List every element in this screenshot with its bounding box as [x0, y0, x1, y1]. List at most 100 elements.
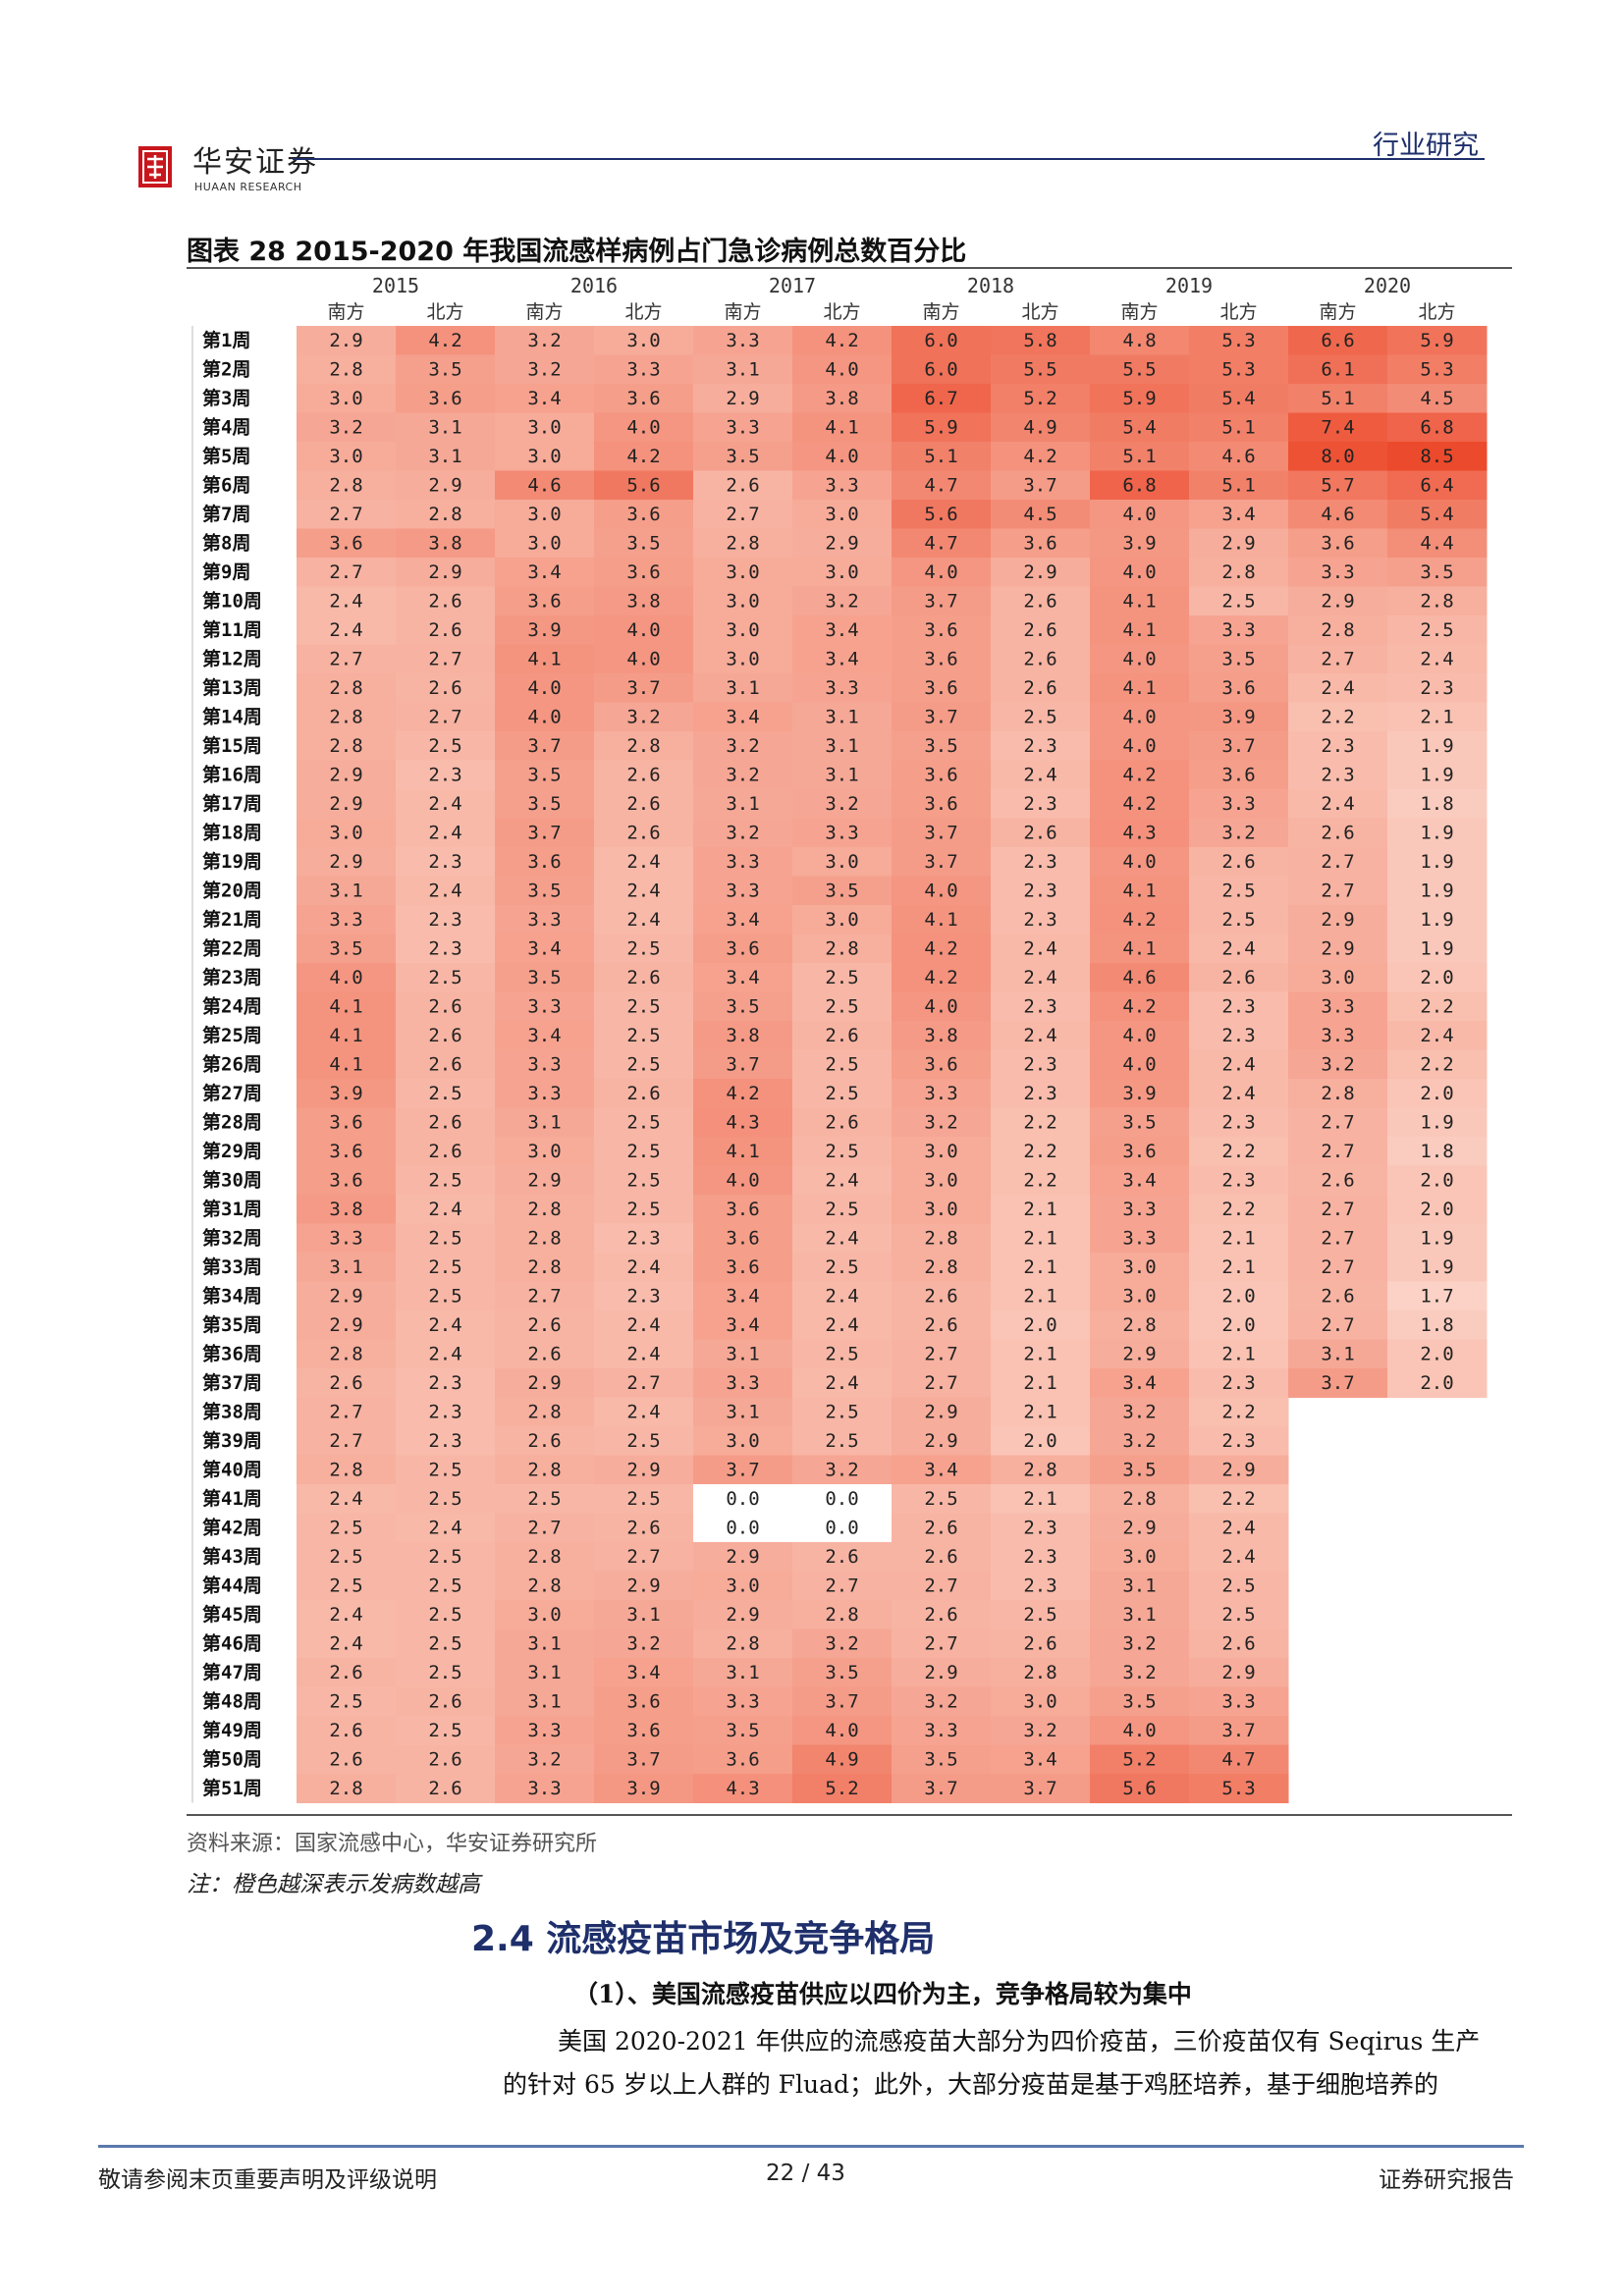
cell-value: 2.4: [1023, 938, 1056, 960]
cell-value: 2.9: [1321, 909, 1354, 931]
heatmap-cell: [495, 1426, 595, 1456]
heatmap-chart: 2015 南方 北方 2016 南方 北方 2017 南方 北方 2018 南方 北方 2019 南方 北方…: [191, 274, 1488, 1803]
cell-value: 3.3: [527, 1720, 561, 1741]
heatmap-cell: [1090, 1165, 1190, 1196]
cell-value: 2.5: [428, 1256, 461, 1278]
heatmap-cell: [1288, 1223, 1388, 1254]
heatmap-cell: [892, 1716, 992, 1745]
cell-value: 2.1: [1023, 1372, 1056, 1394]
heatmap-cell: [1090, 1744, 1190, 1775]
heatmap-cell: [792, 1426, 893, 1456]
cell-value: 2.4: [428, 793, 461, 815]
cell-value: 3.4: [527, 561, 561, 583]
cell-value: 2.7: [329, 649, 362, 670]
cell-value: 2.6: [428, 1749, 461, 1771]
heatmap-cell: [396, 1513, 496, 1543]
heatmap-cell: [1387, 644, 1488, 674]
cell-value: 3.1: [527, 1662, 561, 1683]
heatmap-cell: [693, 1571, 793, 1601]
heatmap-cell: [396, 1079, 496, 1108]
cell-value: 2.7: [924, 1633, 957, 1655]
heatmap-cell: [594, 905, 694, 934]
cell-value: 2.6: [1023, 1633, 1056, 1655]
cell-value: 3.0: [825, 561, 858, 583]
cell-value: 3.3: [825, 823, 858, 844]
cell-value: 3.0: [924, 1141, 957, 1162]
cell-value: 2.9: [1122, 1518, 1156, 1539]
heatmap-cell: [1288, 1107, 1388, 1138]
cell-value: 2.4: [825, 1228, 858, 1250]
heatmap-cell: [1387, 702, 1488, 732]
cell-value: 3.4: [527, 938, 561, 960]
cell-value: 3.3: [527, 996, 561, 1018]
heatmap-cell: [1090, 558, 1190, 587]
cell-value: 3.0: [329, 823, 362, 844]
heatmap-cell: [991, 1629, 1091, 1659]
cell-value: 3.3: [1122, 1228, 1156, 1250]
heatmap-cell: [792, 1223, 893, 1254]
cell-value: 2.5: [329, 1691, 362, 1713]
heatmap-cell: [594, 963, 694, 992]
cell-value: 2.3: [1221, 1025, 1255, 1046]
cell-value: 2.6: [726, 475, 759, 497]
cell-value: 3.8: [726, 1025, 759, 1046]
week-label: 第26周: [202, 1053, 262, 1076]
heatmap-cell: [297, 1571, 397, 1601]
heatmap-cell: [396, 1542, 496, 1572]
figure-top-rule: [187, 267, 1512, 269]
cell-value: 3.6: [329, 1141, 362, 1162]
cell-value: 2.5: [428, 1170, 461, 1192]
cell-value: 3.5: [527, 765, 561, 786]
cell-value: 5.3: [1420, 359, 1453, 381]
heatmap-cell: [693, 615, 793, 645]
heatmap-cell: [991, 1397, 1091, 1427]
heatmap-cell: [792, 1542, 893, 1572]
cell-value: 2.4: [428, 1344, 461, 1365]
heatmap-cell: [892, 1223, 992, 1254]
heatmap-cell: [991, 412, 1091, 443]
cell-value: 2.5: [626, 938, 660, 960]
cell-value: 2.7: [527, 1286, 561, 1308]
cell-value: 4.9: [1023, 417, 1056, 439]
week-label: 第15周: [202, 734, 262, 757]
heatmap-cell: [1090, 412, 1190, 443]
heatmap-cell: [693, 326, 793, 355]
cell-value: 0.0: [825, 1488, 858, 1510]
week-label: 第37周: [202, 1371, 262, 1394]
cell-value: 2.8: [329, 359, 362, 381]
heatmap-cell: [892, 1571, 992, 1601]
heatmap-cell: [1090, 934, 1190, 964]
cell-value: 3.1: [428, 417, 461, 439]
heatmap-cell: [297, 673, 397, 703]
heatmap-cell: [991, 586, 1091, 616]
heatmap-cell: [892, 963, 992, 992]
week-label: 第34周: [202, 1285, 262, 1308]
heatmap-cell: [594, 673, 694, 703]
heatmap-cell: [1189, 847, 1289, 877]
heatmap-cell: [396, 644, 496, 674]
cell-value: 2.4: [626, 851, 660, 873]
heatmap-cell: [693, 528, 793, 559]
cell-value: 3.4: [825, 649, 858, 670]
cell-value: 2.3: [1023, 735, 1056, 757]
heatmap-cell: [1090, 1716, 1190, 1745]
heatmap-cell: [594, 847, 694, 877]
heatmap-cell: [1387, 991, 1488, 1022]
heatmap-cell: [396, 905, 496, 934]
heatmap-cell: [991, 1137, 1091, 1166]
heatmap-cell: [594, 1716, 694, 1745]
heatmap-cell: [892, 1310, 992, 1340]
heatmap-cell: [1387, 615, 1488, 645]
heatmap-cell: [396, 876, 496, 906]
paragraph: 美国 2020-2021 年供应的流感疫苗大部分为四价疫苗，三价疫苗仅有 Seq…: [503, 2020, 1512, 2107]
cell-value: 3.5: [1122, 1112, 1156, 1134]
cell-value: 2.9: [726, 1546, 759, 1568]
heatmap-cell: [1189, 731, 1289, 761]
heatmap-cell: [1288, 558, 1388, 587]
heatmap-cell: [1189, 326, 1289, 355]
cell-value: 2.7: [1321, 1314, 1354, 1336]
year-header: 2016: [570, 274, 618, 297]
heatmap-cell: [1090, 876, 1190, 906]
logo-text-en: HUAAN RESEARCH: [194, 181, 302, 193]
heatmap-cell: [693, 384, 793, 413]
